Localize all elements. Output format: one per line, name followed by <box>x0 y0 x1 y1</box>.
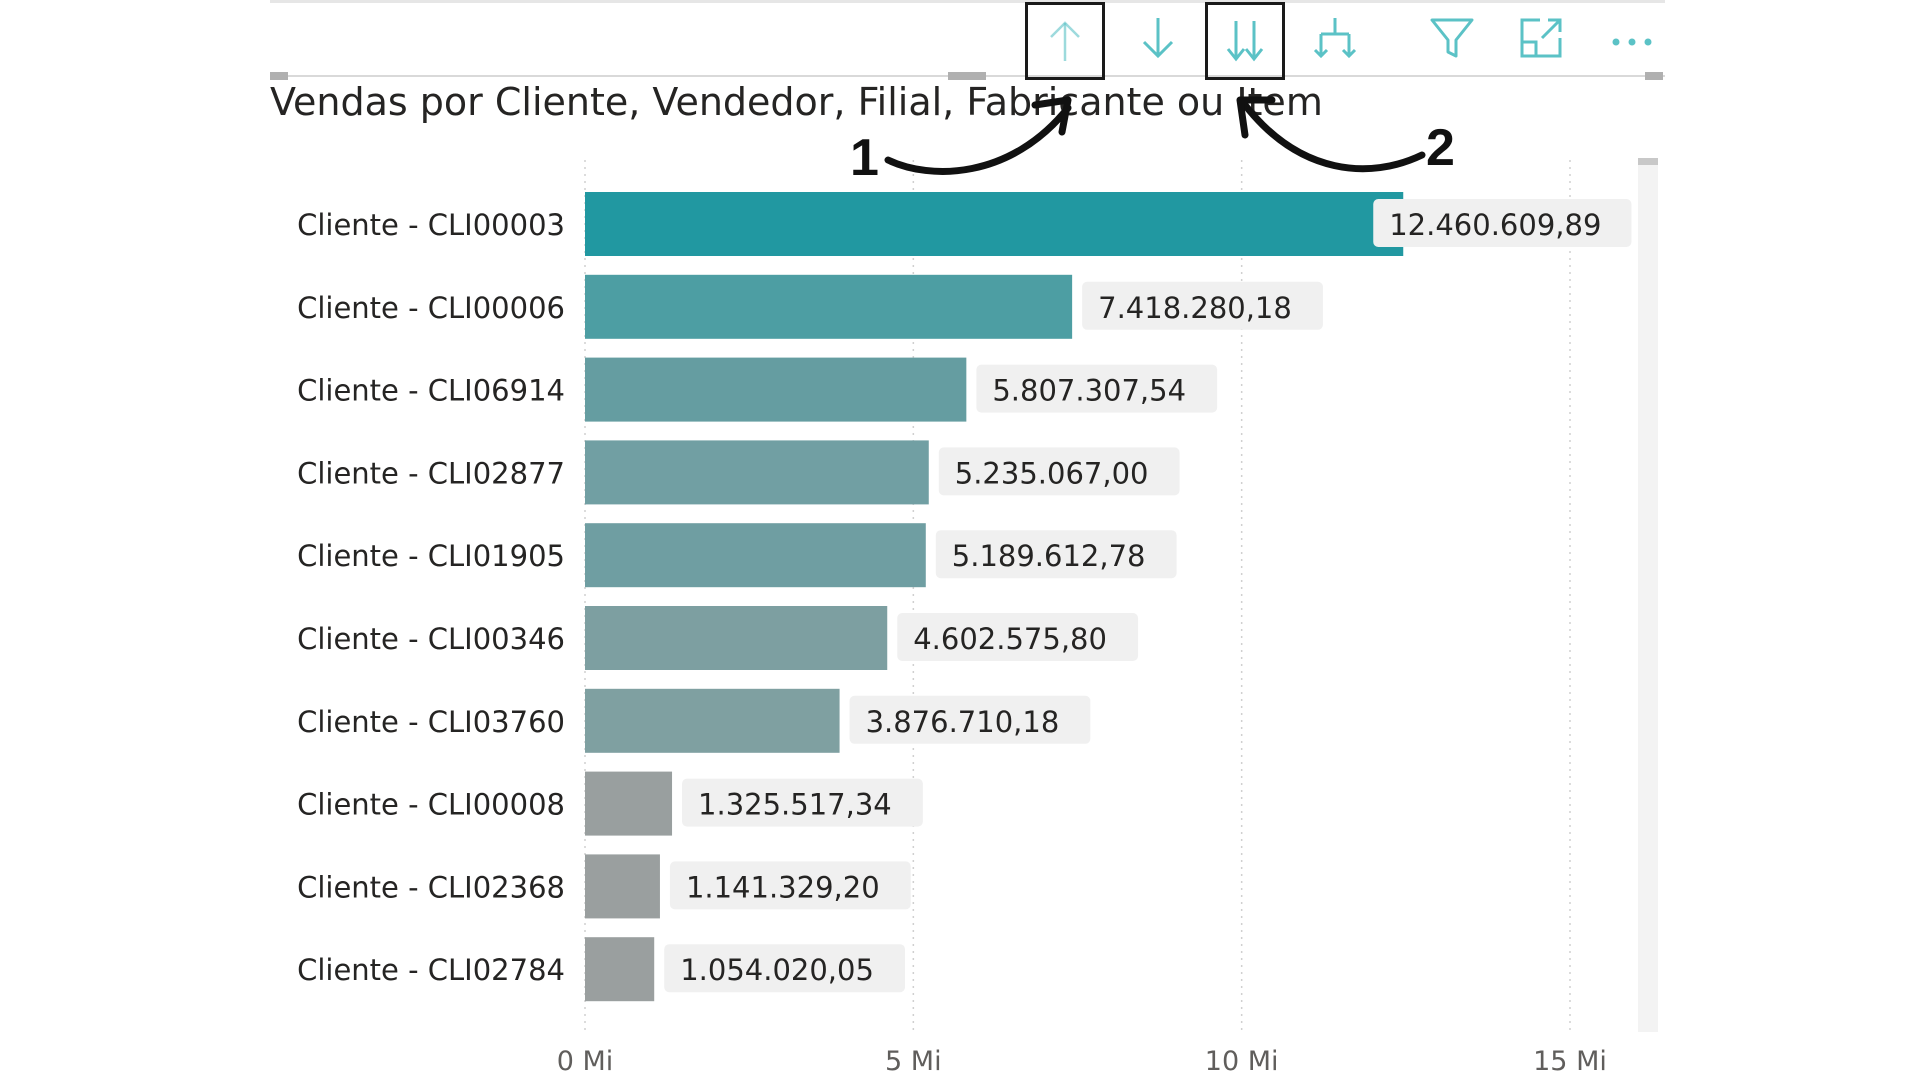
bar[interactable] <box>585 606 888 670</box>
data-label: 3.876.710,18 <box>866 705 1060 739</box>
annotation-number-2: 2 <box>1426 119 1455 177</box>
data-label: 5.189.612,78 <box>952 539 1146 573</box>
category-label: Cliente - CLI01905 <box>297 539 565 573</box>
data-label-background <box>976 364 1218 413</box>
data-label-background <box>935 530 1177 579</box>
visual-top-border <box>270 0 1665 3</box>
resize-handle-right[interactable] <box>1645 72 1663 80</box>
bar[interactable] <box>585 357 967 422</box>
drill-up-button[interactable] <box>1025 2 1105 80</box>
scrollbar-thumb[interactable] <box>1638 158 1658 165</box>
x-tick-label: 0 Mi <box>557 1046 614 1077</box>
expand-next-level-icon <box>1226 21 1264 62</box>
more-options-icon <box>1612 38 1652 46</box>
focus-mode-icon <box>1520 18 1562 58</box>
expand-next-level-button[interactable] <box>1205 2 1285 80</box>
drill-up-icon <box>1050 21 1080 61</box>
bar[interactable] <box>585 854 660 919</box>
x-tick-label: 15 Mi <box>1533 1046 1607 1077</box>
data-label-background <box>897 613 1139 661</box>
data-label-background <box>849 695 1091 744</box>
category-label: Cliente - CLI00008 <box>297 788 565 822</box>
category-label: Cliente - CLI02877 <box>297 456 565 490</box>
expand-hierarchy-button[interactable] <box>1303 6 1367 70</box>
annotation-arrowhead-1 <box>1031 96 1072 136</box>
category-label: Cliente - CLI06914 <box>297 374 565 408</box>
data-label-background <box>669 861 911 910</box>
x-tick-label: 5 Mi <box>885 1046 942 1077</box>
data-label: 5.235.067,00 <box>955 456 1149 490</box>
data-label: 1.054.020,05 <box>680 953 874 987</box>
drill-down-button[interactable] <box>1126 6 1190 70</box>
bar[interactable] <box>585 688 840 753</box>
category-label: Cliente - CLI00006 <box>297 291 565 325</box>
data-label-background <box>1373 199 1632 247</box>
data-label-background <box>682 778 923 827</box>
focus-mode-button[interactable] <box>1510 6 1574 70</box>
chart-title: Vendas por Cliente, Vendedor, Filial, Fa… <box>270 80 1323 124</box>
annotation-arrow-2 <box>1241 101 1426 173</box>
vertical-scrollbar[interactable] <box>1638 158 1658 1032</box>
category-label: Cliente - CLI02368 <box>297 870 565 904</box>
x-tick-label: 10 Mi <box>1205 1046 1279 1077</box>
data-label: 4.602.575,80 <box>913 622 1107 656</box>
data-label-background <box>664 944 906 993</box>
bar[interactable] <box>585 274 1073 339</box>
data-label: 12.460.609,89 <box>1389 208 1601 242</box>
annotation-arrowhead-2 <box>1236 96 1276 139</box>
category-label: Cliente - CLI02784 <box>297 953 565 987</box>
annotation-number-1: 1 <box>850 129 879 187</box>
bar[interactable] <box>585 523 926 588</box>
bar[interactable] <box>585 440 929 505</box>
category-label: Cliente - CLI03760 <box>297 705 565 739</box>
bar[interactable] <box>585 192 1404 256</box>
category-label: Cliente - CLI00003 <box>297 208 565 242</box>
data-label-background <box>1082 281 1323 330</box>
filter-icon <box>1430 18 1474 58</box>
bar[interactable] <box>585 771 673 836</box>
annotation-arrow-1 <box>884 104 1072 175</box>
more-options-button[interactable] <box>1600 6 1664 70</box>
drill-down-icon <box>1142 18 1174 59</box>
data-label: 1.325.517,34 <box>698 788 892 822</box>
data-label: 7.418.280,18 <box>1098 291 1292 325</box>
filter-button[interactable] <box>1420 6 1484 70</box>
data-label: 1.141.329,20 <box>686 870 880 904</box>
resize-handle-left[interactable] <box>270 72 288 80</box>
resize-handle-top[interactable] <box>948 72 986 80</box>
category-label: Cliente - CLI00346 <box>297 622 565 656</box>
expand-hierarchy-icon <box>1313 18 1357 59</box>
bar[interactable] <box>585 937 655 1002</box>
data-label: 5.807.307,54 <box>992 374 1186 408</box>
data-label-background <box>938 447 1180 496</box>
